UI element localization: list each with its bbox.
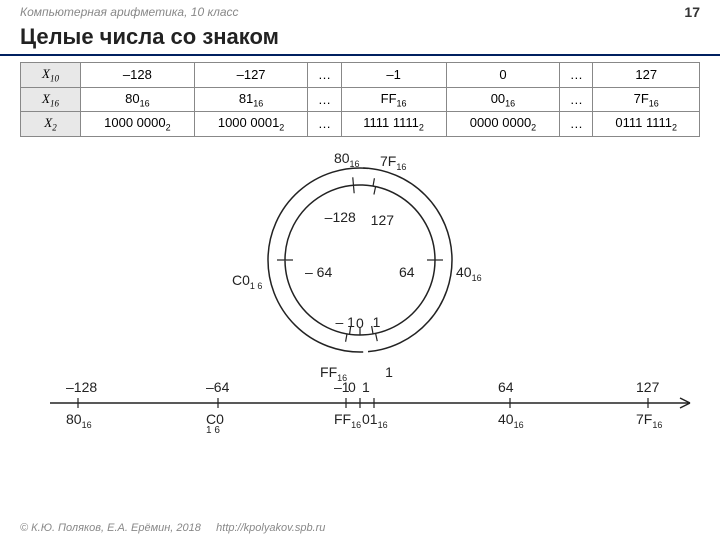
- table-cell: 0: [446, 63, 560, 88]
- table-cell: 0000 00002: [446, 112, 560, 137]
- row-header: X16: [21, 87, 81, 112]
- circle-label: –128: [325, 209, 356, 225]
- numline-top-label: 127: [636, 379, 659, 395]
- table-cell: 8016: [81, 87, 195, 112]
- circle-label: 0: [356, 315, 364, 331]
- footer-url: http://kpolyakov.spb.ru: [216, 522, 325, 534]
- circle-label: 4016: [456, 264, 482, 283]
- circle-label: 8016: [334, 150, 360, 169]
- table-cell: –127: [194, 63, 308, 88]
- table-cell: –1: [341, 63, 446, 88]
- table-cell: …: [560, 63, 593, 88]
- conversion-table: X10–128–127…–10…127X1680168116…FF160016……: [0, 56, 720, 137]
- table-cell: 1000 00002: [81, 112, 195, 137]
- table-cell: –128: [81, 63, 195, 88]
- table-cell: …: [308, 112, 341, 137]
- numline-top-label: 64: [498, 379, 514, 395]
- numline-bot-label: 7F16: [636, 411, 662, 430]
- table-cell: FF16: [341, 87, 446, 112]
- table-cell: …: [308, 63, 341, 88]
- table-cell: 8116: [194, 87, 308, 112]
- footer-authors: © К.Ю. Поляков, Е.А. Ерёмин, 2018: [20, 522, 201, 534]
- row-header: X10: [21, 63, 81, 88]
- numline-top-label: 1: [362, 379, 370, 395]
- circle-label: – 1: [336, 314, 355, 330]
- footer: © К.Ю. Поляков, Е.А. Ерёмин, 2018 http:/…: [20, 522, 325, 534]
- table-cell: 0016: [446, 87, 560, 112]
- table-cell: …: [560, 87, 593, 112]
- circle-label: 7F16: [380, 153, 406, 172]
- numline-bot-label: 4016: [498, 411, 524, 430]
- table-cell: …: [308, 87, 341, 112]
- table-cell: 1000 00012: [194, 112, 308, 137]
- numline-bot-label: 8016: [66, 411, 92, 430]
- table-cell: 7F16: [593, 87, 700, 112]
- numline-bot-label: FF16: [334, 411, 361, 430]
- numline-top-label: –64: [206, 379, 229, 395]
- circle-label: 1: [373, 314, 381, 330]
- circle-label: 127: [371, 212, 394, 228]
- circle-label: C01 6: [232, 272, 262, 291]
- table-cell: …: [560, 112, 593, 137]
- table-cell: 0111 11112: [593, 112, 700, 137]
- circle-label: 64: [399, 264, 415, 280]
- circle-label: – 64: [305, 264, 332, 280]
- page-number: 17: [684, 4, 700, 20]
- table-cell: 1111 11112: [341, 112, 446, 137]
- table-cell: 127: [593, 63, 700, 88]
- numline-bot-label: C01 6: [206, 411, 224, 436]
- page-title: Целые числа со знаком: [0, 22, 720, 56]
- numline-bot-label: 0116: [362, 411, 388, 430]
- course-label: Компьютерная арифметика, 10 класс: [20, 5, 239, 19]
- numline-top-label: –128: [66, 379, 97, 395]
- circle-diagram: 80167F16–128127C01 6– 64644016– 101FF161: [0, 145, 720, 375]
- row-header: X2: [21, 112, 81, 137]
- number-line: –1288016–64C01 6–1FF160101166440161277F1…: [0, 375, 720, 455]
- numline-top-label: 0: [348, 379, 356, 395]
